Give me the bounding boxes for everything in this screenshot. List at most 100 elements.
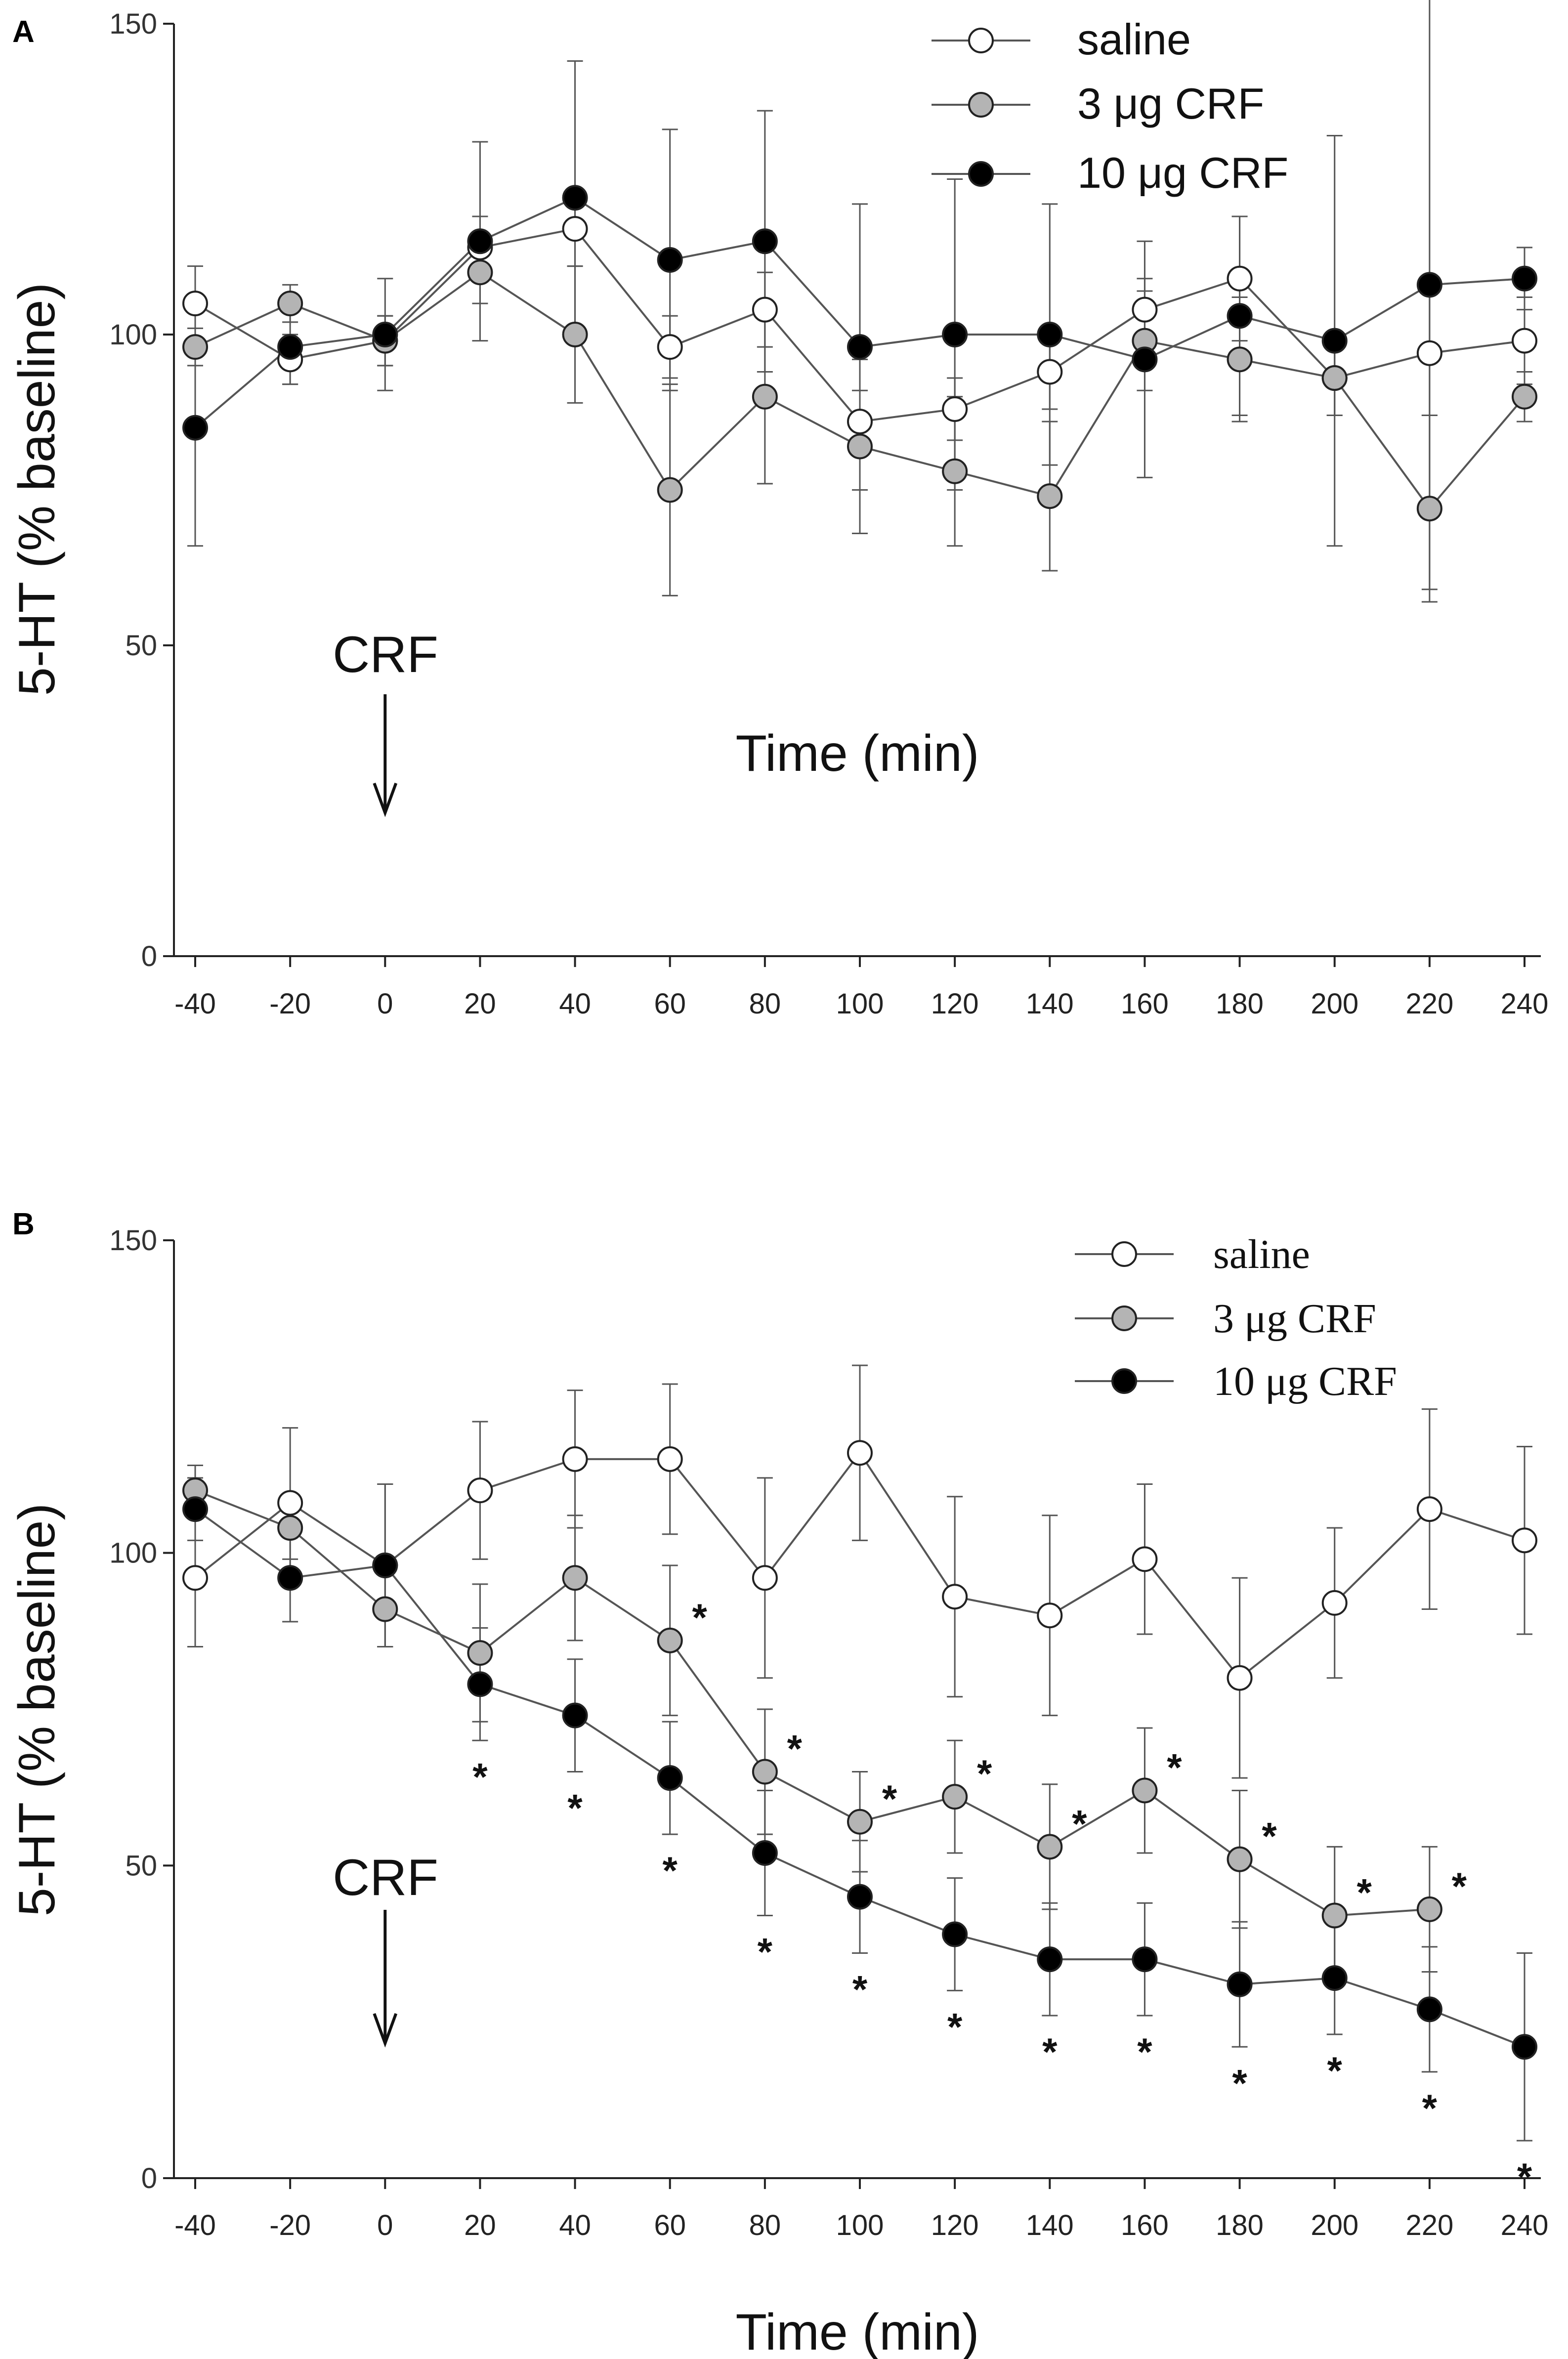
- data-point: [1321, 328, 1348, 354]
- x-tick-label: 60: [654, 2209, 686, 2241]
- significance-asterisk: *: [1137, 2030, 1152, 2073]
- significance-asterisk: *: [1452, 1864, 1467, 1908]
- legend-marker: [968, 161, 994, 187]
- data-point: [942, 458, 968, 484]
- x-tick-label: 20: [464, 2209, 496, 2241]
- x-tick-label: 240: [1501, 2209, 1549, 2241]
- y-tick-label: 100: [109, 1537, 157, 1569]
- data-point: [657, 1446, 683, 1472]
- data-point: [847, 334, 873, 360]
- significance-asterisk: *: [947, 2005, 963, 2048]
- data-point: [182, 291, 208, 317]
- x-tick-label: -40: [174, 2209, 216, 2241]
- data-point: [1227, 303, 1253, 329]
- x-tick-label: 0: [377, 988, 393, 1020]
- data-point: [467, 228, 493, 254]
- data-point: [752, 1759, 778, 1785]
- data-point: [1416, 496, 1442, 522]
- data-point: [657, 1765, 683, 1791]
- x-tick-label: 160: [1121, 988, 1169, 1020]
- significance-asterisk: *: [787, 1727, 803, 1770]
- data-point: [657, 334, 683, 360]
- data-point: [277, 1490, 303, 1516]
- data-point: [1132, 1546, 1158, 1572]
- data-point: [277, 334, 303, 360]
- legend-label: 3 μg CRF: [1213, 1296, 1376, 1342]
- data-point: [467, 1477, 493, 1504]
- data-point: [277, 291, 303, 317]
- y-axis-label: 5-HT (% baseline): [8, 1503, 66, 1916]
- legend-label: 10 μg CRF: [1077, 148, 1288, 197]
- data-point: [1227, 346, 1253, 373]
- data-point: [467, 259, 493, 286]
- significance-asterisk: *: [758, 1930, 773, 1974]
- significance-asterisk: *: [1167, 1745, 1182, 1789]
- legend-label: saline: [1213, 1231, 1310, 1277]
- crf-arrow-head: [373, 782, 398, 817]
- data-point: [467, 1671, 493, 1697]
- data-point: [1132, 296, 1158, 323]
- legend-label: 10 μg CRF: [1213, 1358, 1397, 1404]
- crf-annotation-label: CRF: [333, 626, 438, 683]
- data-point: [182, 1565, 208, 1591]
- data-point: [1037, 1602, 1063, 1629]
- data-point: [1132, 1777, 1158, 1804]
- data-point: [657, 247, 683, 273]
- data-point: [1321, 1902, 1348, 1929]
- data-point: [1132, 1946, 1158, 1973]
- x-tick-label: 240: [1501, 988, 1549, 1020]
- y-tick-label: 50: [125, 1850, 157, 1882]
- significance-asterisk: *: [567, 1786, 583, 1830]
- panel-letter: B: [12, 1207, 35, 1241]
- data-point: [562, 1702, 588, 1728]
- data-point: [1416, 340, 1442, 366]
- panel-b: B 0 50 100 150 -40 -20 0 20 40 60 80 100 120 140 160 180…: [8, 1207, 1548, 2359]
- data-point: [277, 1515, 303, 1541]
- data-point: [752, 1565, 778, 1591]
- data-point: [847, 1440, 873, 1466]
- data-point: [942, 1921, 968, 1947]
- data-point: [1512, 328, 1537, 354]
- data-point: [1512, 265, 1537, 292]
- data-point: [562, 216, 588, 242]
- panel-a: A 0 50 100 150 -40 -20 0 20 40 60 80 100 120 140 160 180…: [8, 0, 1548, 1020]
- x-tick-label: 20: [464, 988, 496, 1020]
- data-point: [942, 1584, 968, 1610]
- data-point: [1037, 359, 1063, 385]
- x-tick-label: 120: [931, 988, 979, 1020]
- data-point: [942, 396, 968, 422]
- significance-asterisk: *: [1262, 1814, 1277, 1858]
- significance-asterisk: *: [1232, 2061, 1247, 2105]
- significance-asterisk: *: [1327, 2049, 1343, 2092]
- data-point: [1416, 272, 1442, 298]
- y-tick-label: 100: [109, 319, 157, 351]
- data-point: [1416, 1496, 1442, 1522]
- legend-label: 3 μg CRF: [1077, 79, 1264, 128]
- x-tick-label: 40: [559, 2209, 591, 2241]
- x-tick-label: -40: [174, 988, 216, 1020]
- data-point: [562, 185, 588, 211]
- legend-marker: [1111, 1241, 1137, 1267]
- data-point: [752, 296, 778, 323]
- x-tick-label: 220: [1405, 2209, 1453, 2241]
- data-point: [1512, 2034, 1537, 2060]
- x-tick-label: 220: [1405, 988, 1453, 1020]
- significance-asterisk: *: [1072, 1802, 1087, 1845]
- x-tick-label: 80: [749, 988, 781, 1020]
- legend-label: saline: [1077, 15, 1191, 64]
- data-point: [847, 433, 873, 460]
- significance-asterisk: *: [977, 1752, 992, 1795]
- x-tick-label: 140: [1026, 2209, 1074, 2241]
- significance-asterisk: *: [663, 1849, 678, 1892]
- x-tick-label: 140: [1026, 988, 1074, 1020]
- legend-marker: [968, 92, 994, 118]
- data-point: [1037, 483, 1063, 509]
- x-tick-label: -20: [269, 2209, 311, 2241]
- significance-asterisk: *: [692, 1596, 708, 1639]
- data-point: [1227, 265, 1253, 292]
- x-tick-label: 180: [1216, 2209, 1264, 2241]
- data-point: [847, 1809, 873, 1835]
- x-tick-label: 100: [836, 2209, 884, 2241]
- significance-asterisk: *: [1422, 2086, 1438, 2130]
